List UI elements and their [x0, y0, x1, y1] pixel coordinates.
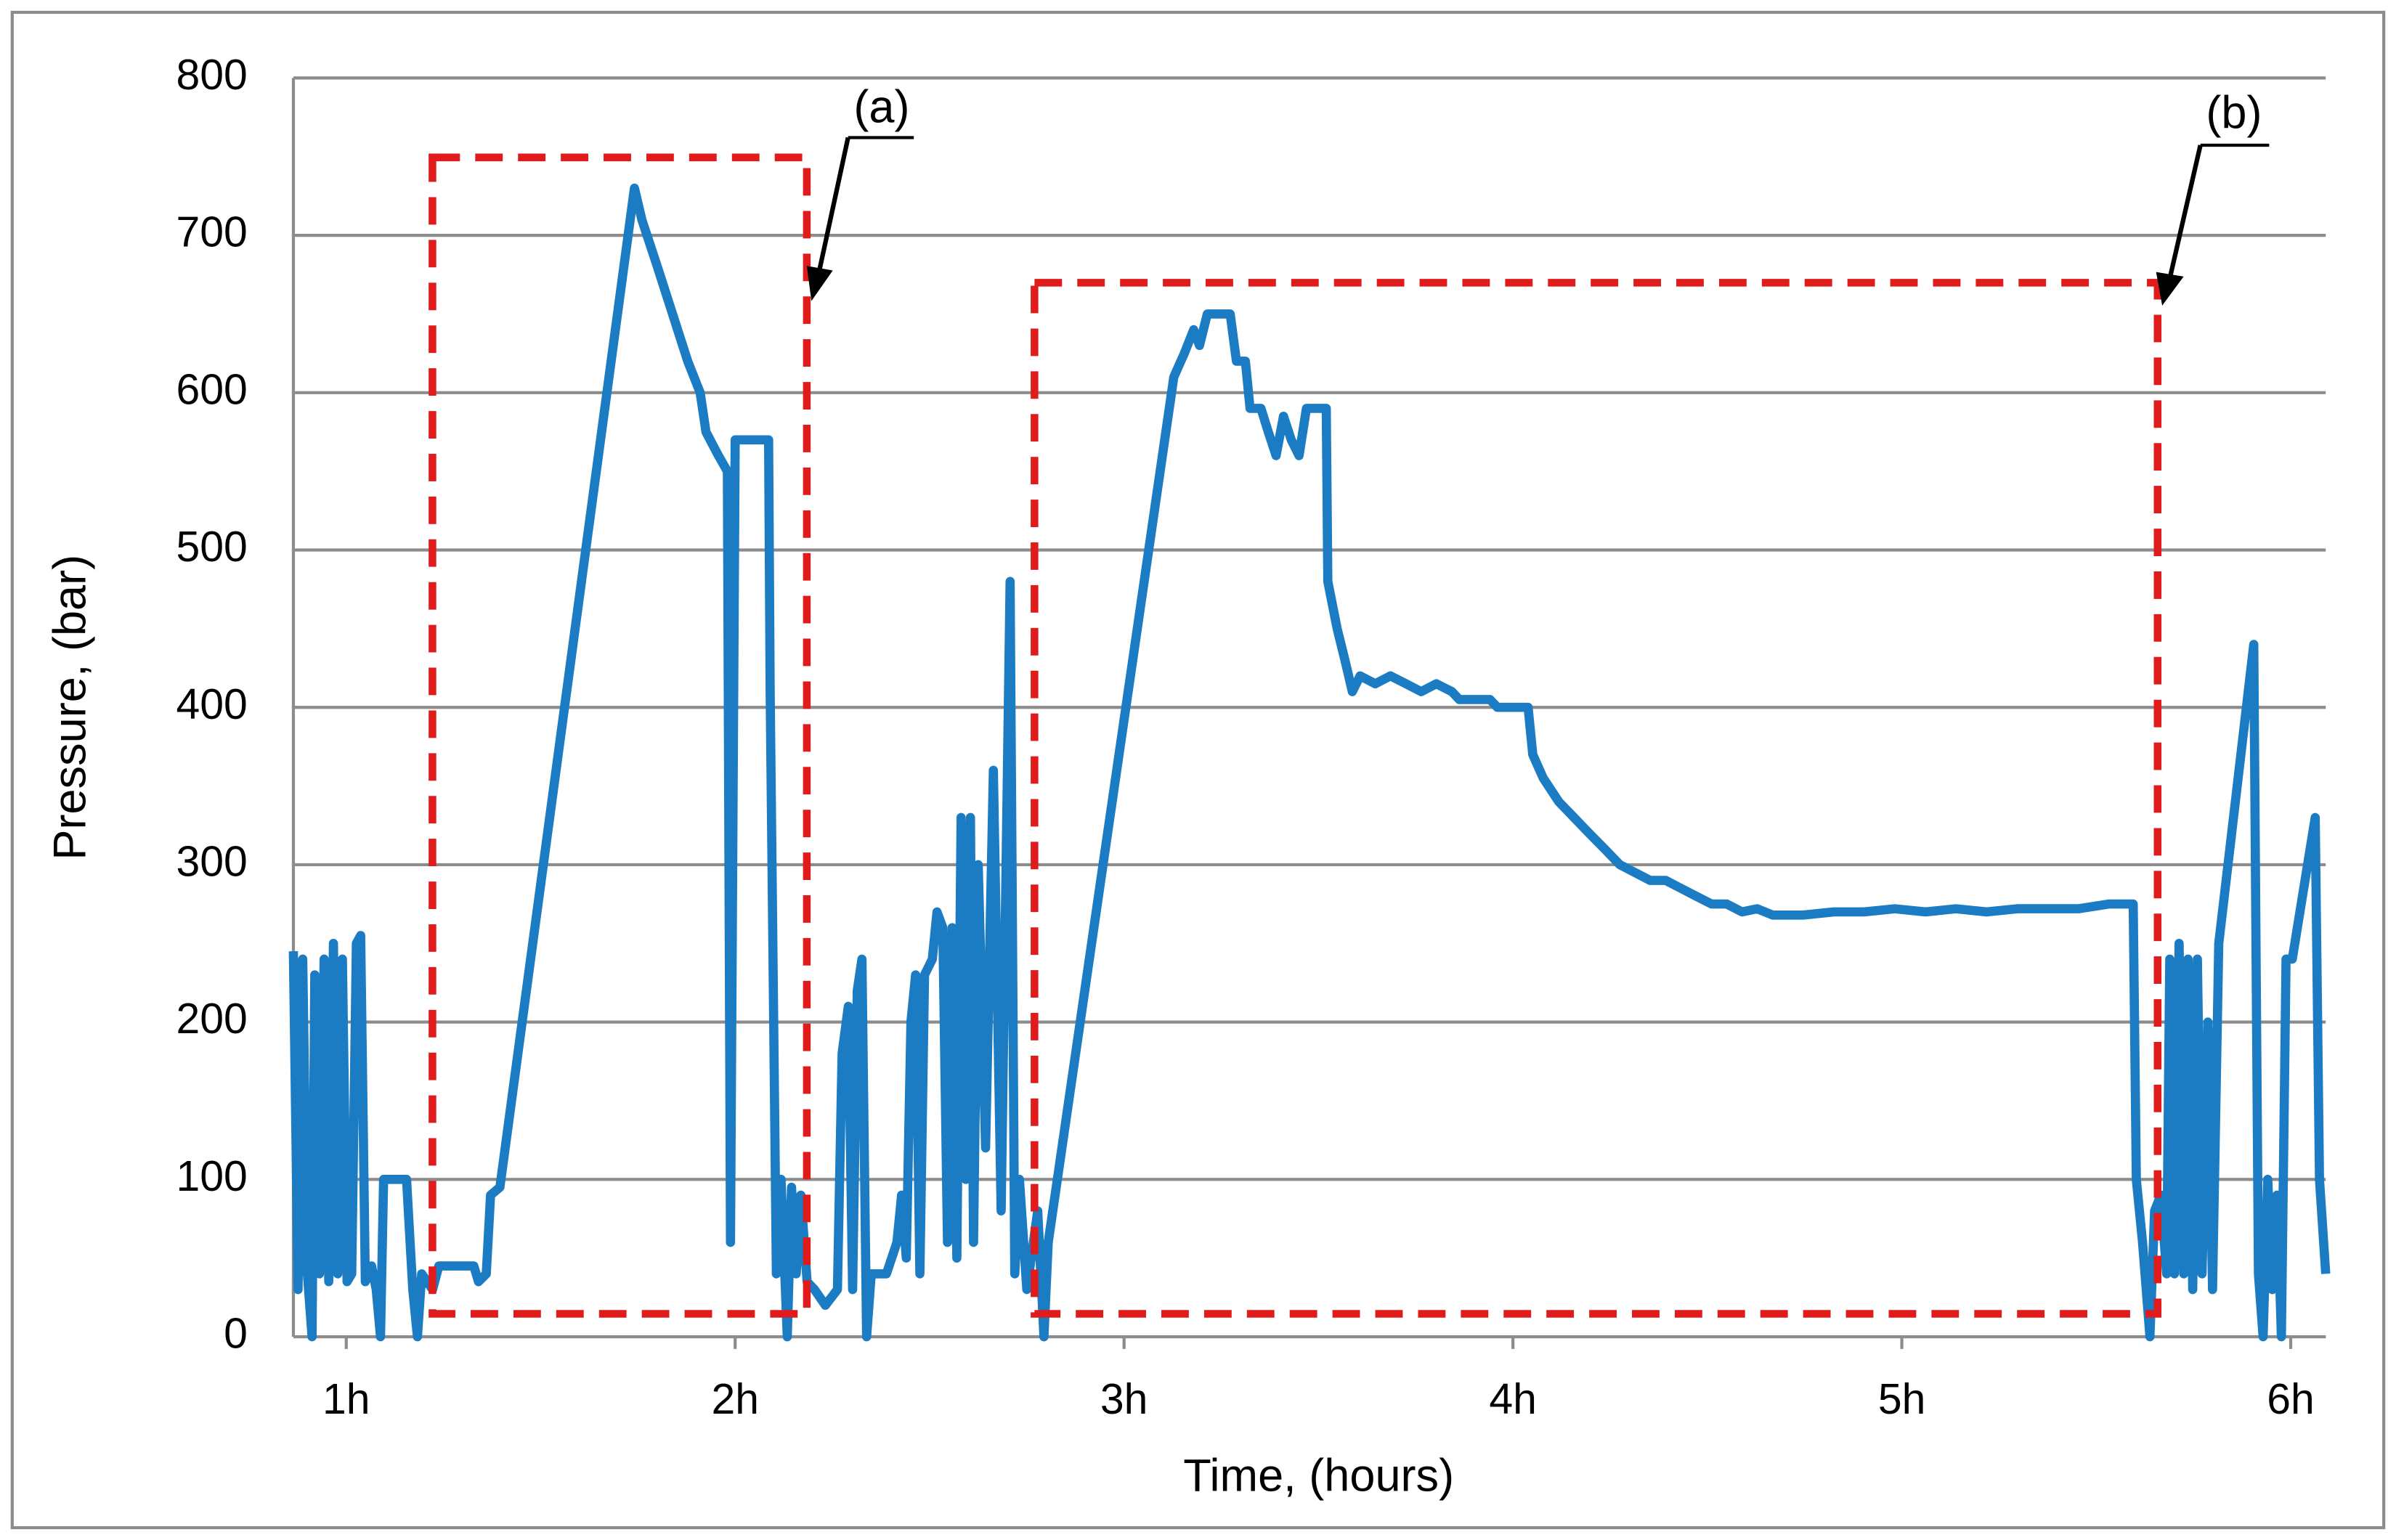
y-axis-title: Pressure, (bar): [45, 555, 96, 860]
y-tick-label: 800: [176, 52, 248, 99]
x-tick-label: 4h: [1489, 1376, 1537, 1423]
y-tick-label: 500: [176, 523, 248, 571]
annotation-b: (b): [1031, 88, 2270, 1318]
y-tick-label: 400: [176, 681, 248, 728]
plot-area: [288, 183, 2331, 1342]
arrow-head: [806, 266, 833, 301]
x-tick-label: 3h: [1100, 1376, 1148, 1423]
arrow: [2167, 144, 2203, 279]
y-tick-label: 100: [176, 1153, 248, 1200]
y-tick-label: 700: [176, 209, 248, 256]
x-tick-label: 6h: [2267, 1376, 2315, 1423]
y-tick-label: 0: [224, 1311, 248, 1358]
chart-border: [10, 10, 2386, 1530]
grid: 0 100 200 300 400 500 600 700 800 1h 2h 3h 4h 5h 6h: [176, 52, 2326, 1423]
annotation-a: (a): [429, 81, 914, 1318]
highlight-box: [1031, 279, 2162, 1318]
y-tick-label: 600: [176, 366, 248, 413]
x-tick-label: 2h: [711, 1376, 759, 1423]
x-tick-label: 1h: [322, 1376, 370, 1423]
annotation-label: (b): [2206, 88, 2262, 139]
highlight-box: [429, 153, 811, 1318]
annotation-label: (a): [853, 81, 909, 132]
arrow-head: [2156, 272, 2184, 306]
y-tick-label: 200: [176, 995, 248, 1043]
data-line: [288, 183, 2331, 1342]
y-tick-label: 300: [176, 839, 248, 886]
x-axis-title: Time, (hours): [1183, 1450, 1454, 1501]
x-tick-label: 5h: [1878, 1376, 1926, 1423]
arrow: [816, 137, 850, 273]
